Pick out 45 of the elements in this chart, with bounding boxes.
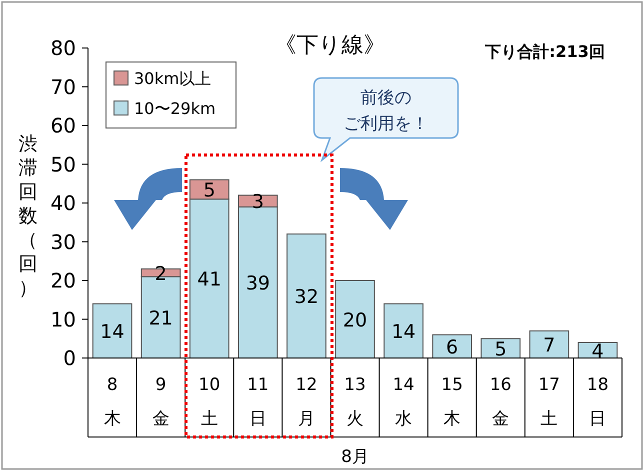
x-tick-label: 15 木 [441, 375, 463, 429]
x-tick-label: 12 月 [296, 375, 318, 429]
y-tick-label: 70 [50, 74, 76, 99]
annotation: 下り合計:213回 [484, 42, 605, 61]
data-label: 6 [446, 336, 458, 358]
data-label: 41 [197, 268, 222, 291]
x-tick-label: 16 金 [490, 375, 512, 429]
data-label: 4 [592, 340, 604, 362]
x-tick-label: 8 木 [104, 375, 121, 429]
bar [286, 234, 326, 358]
bar [335, 280, 375, 358]
y-tick-label: 50 [50, 152, 76, 176]
y-tick-label: 10 [50, 307, 76, 332]
data-label: 14 [100, 320, 124, 343]
annotation: ご利用を！ [344, 114, 428, 134]
x-tick-label: 17 土 [538, 375, 560, 429]
chart-title: 《下り線》 [274, 33, 386, 58]
x-tick-label: 11 日 [247, 375, 269, 429]
data-label: 5 [494, 338, 507, 360]
x-tick-label: 14 水 [392, 375, 414, 429]
bar [529, 330, 570, 358]
data-label: 39 [246, 272, 270, 294]
y-axis-title: 渋滞回数（回） [18, 133, 38, 299]
x-tick-label: 18 日 [586, 375, 609, 429]
x-tick-label: 13 火 [344, 375, 366, 429]
y-tick-label: 20 [50, 268, 76, 292]
annotation: 前後の [360, 88, 412, 108]
data-label: 20 [342, 309, 368, 332]
x-axis-title: 8月 [341, 447, 369, 467]
y-tick-label: 30 [50, 230, 76, 254]
bar [92, 303, 132, 358]
bar [384, 303, 424, 358]
y-tick-label: 60 [50, 114, 76, 138]
legend-label: 10〜29km [134, 99, 216, 118]
data-label: 14 [391, 320, 416, 343]
y-tick-label: 40 [50, 191, 76, 215]
data-label: 21 [148, 307, 173, 330]
legend-label: 30km以上 [134, 69, 212, 88]
x-tick-label: 10 土 [198, 375, 220, 429]
x-tick-label: 9 金 [152, 375, 170, 429]
data-label: 7 [543, 334, 556, 356]
data-label: 5 [203, 179, 216, 202]
y-tick-label: 80 [50, 36, 76, 60]
y-tick-label: 0 [63, 346, 76, 370]
data-label: 32 [294, 286, 319, 308]
